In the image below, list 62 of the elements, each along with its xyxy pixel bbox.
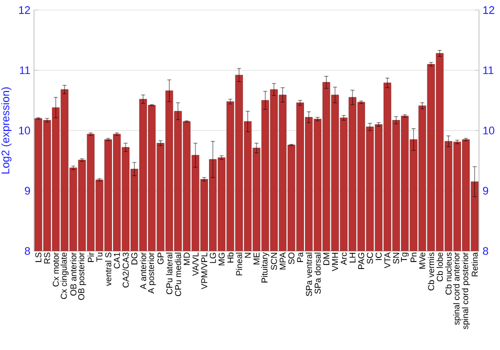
x-tick-label: Hb: [227, 252, 234, 262]
x-tick-label: Cx cingulate: [60, 252, 69, 299]
y2-tick-label: 10: [483, 126, 494, 134]
x-tick-label: Pn: [410, 252, 417, 262]
y-tick-label: 10: [19, 126, 30, 134]
x-tick-label: MD: [184, 252, 190, 265]
y-tick-label: 8: [24, 247, 30, 255]
x-tick-label: A anterior: [140, 252, 146, 290]
x-tick-label: SO: [288, 252, 294, 264]
x-tick-label: LG: [210, 252, 216, 263]
x-tick-label: PAG: [358, 252, 364, 269]
x-tick-label: RS: [44, 252, 50, 264]
x-tick-label: SN: [393, 252, 400, 264]
x-tick-label: Pir: [88, 252, 94, 262]
x-tick-label: Cx motor: [52, 252, 59, 287]
x-tick-label: DG: [131, 252, 138, 264]
x-tick-label: OB posterior: [78, 252, 86, 300]
x-tick-label: Retina: [471, 252, 478, 276]
x-tick-label: LS: [35, 252, 42, 262]
x-tick-label: Pituitary: [261, 252, 270, 282]
y2-tick-label: 12: [483, 6, 494, 14]
x-tick-label: ventral S: [105, 252, 112, 286]
x-tick-label: VPM/VPL: [201, 252, 208, 290]
y-tick-label: 9: [24, 186, 30, 195]
x-tick-label: SCN: [270, 252, 277, 270]
x-tick-label: ME: [254, 252, 260, 264]
x-tick-label: Tu: [96, 252, 102, 262]
x-tick-label: Arc: [340, 252, 347, 266]
x-tick-label: Cb vermis: [428, 252, 434, 290]
x-tick-label: CA2/CA3: [122, 252, 129, 288]
y-tick-label: 11: [20, 66, 30, 74]
x-tick-label: Cb lobe: [436, 252, 443, 282]
x-tick-label: VMH: [332, 252, 338, 272]
x-tick-label: MPA: [280, 252, 286, 270]
x-tick-label: GP: [157, 252, 164, 264]
x-tick-label: N: [244, 252, 251, 258]
x-tick-label: MG: [218, 252, 225, 266]
x-tick-label: IC: [376, 252, 382, 260]
x-tick-label: SC: [366, 252, 373, 264]
x-tick-label: spinal cord posterior: [462, 252, 470, 330]
y2-tick-label: 8: [482, 247, 488, 255]
x-tick-label: Cb nucleus: [445, 252, 452, 295]
x-tick-label: CA1: [114, 252, 120, 268]
x-tick-label: CPu lateral: [166, 252, 172, 294]
x-tick-label: LH: [350, 252, 356, 262]
y-tick-label: 12: [19, 6, 30, 14]
x-tick-label: Pineal: [236, 252, 242, 276]
x-tick-label: CPu medial: [174, 252, 182, 296]
x-tick-label: SPa dorsal: [314, 252, 321, 294]
y2-tick-label: 11: [483, 66, 494, 74]
x-tick-label: Tg: [401, 252, 409, 262]
y-axis-title: Log2 (expression): [1, 87, 12, 174]
x-tick-label: VTA: [384, 252, 390, 268]
y2-tick-label: 9: [483, 186, 488, 195]
x-tick-label: SPa ventral: [306, 252, 312, 296]
x-tick-label: spinal cord anterior: [453, 252, 462, 325]
x-tick-label: Pa: [297, 252, 304, 262]
x-tick-label: MVe: [419, 252, 426, 269]
x-tick-label: VA/VL: [192, 252, 199, 276]
x-tick-label: OB anterior: [70, 252, 76, 296]
x-tick-label: A posterior: [148, 252, 156, 294]
x-tick-label: DM: [323, 252, 330, 265]
